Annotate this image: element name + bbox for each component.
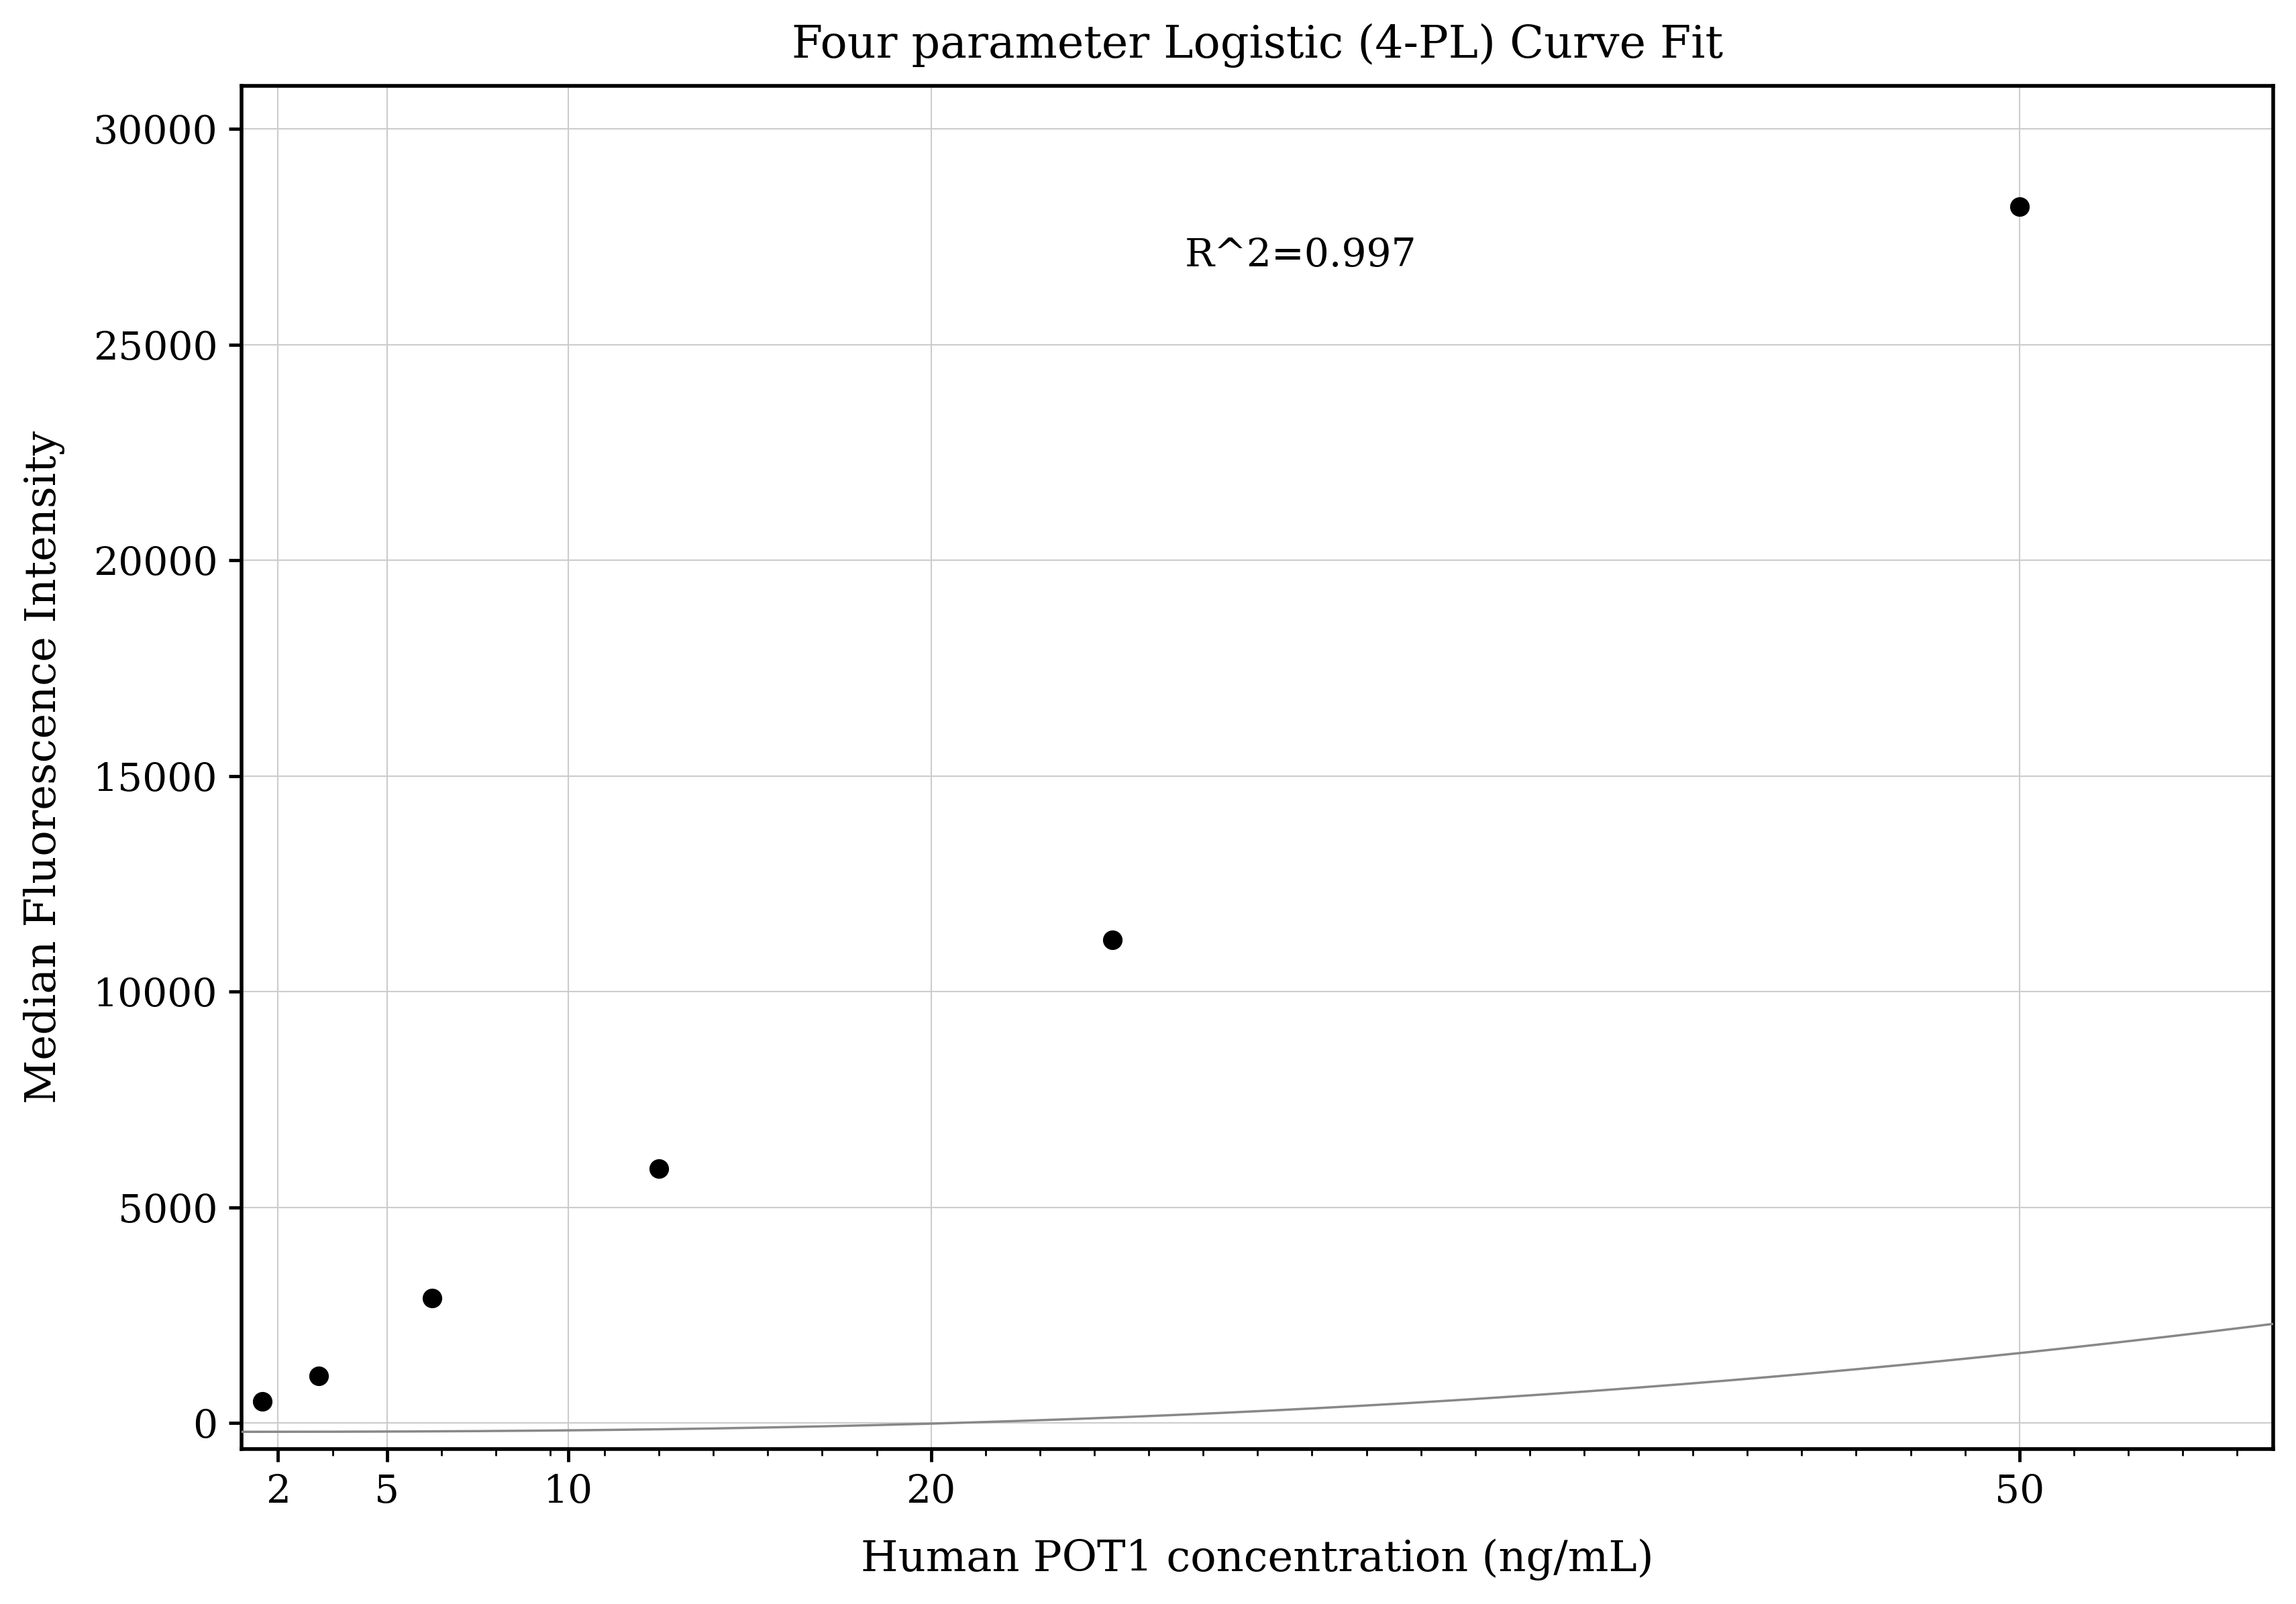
Point	[413, 1285, 450, 1310]
Point	[2000, 194, 2037, 220]
Text: R^2=0.997: R^2=0.997	[1185, 237, 1417, 274]
Point	[1093, 927, 1130, 953]
Y-axis label: Median Fluorescence Intensity: Median Fluorescence Intensity	[23, 431, 64, 1104]
Title: Four parameter Logistic (4-PL) Curve Fit: Four parameter Logistic (4-PL) Curve Fit	[792, 24, 1722, 67]
Point	[243, 1389, 280, 1415]
Point	[641, 1156, 677, 1182]
Point	[301, 1363, 338, 1389]
X-axis label: Human POT1 concentration (ng/mL): Human POT1 concentration (ng/mL)	[861, 1538, 1653, 1580]
